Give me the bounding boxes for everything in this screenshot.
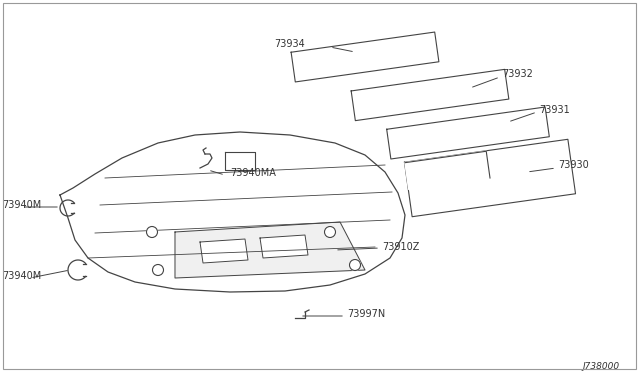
Polygon shape	[200, 239, 248, 263]
Text: 73910Z: 73910Z	[382, 242, 419, 252]
Polygon shape	[351, 69, 509, 121]
Circle shape	[324, 227, 335, 237]
Circle shape	[349, 260, 360, 270]
Text: 73940MA: 73940MA	[230, 168, 276, 178]
Polygon shape	[404, 139, 575, 217]
Text: 73934: 73934	[275, 39, 305, 49]
Polygon shape	[60, 132, 405, 292]
Polygon shape	[291, 32, 439, 82]
Text: 73997N: 73997N	[347, 309, 385, 319]
Text: 73940M: 73940M	[2, 200, 41, 210]
Text: 73940M: 73940M	[2, 271, 41, 281]
Polygon shape	[405, 151, 490, 189]
Polygon shape	[387, 107, 549, 159]
Text: 73931: 73931	[539, 105, 570, 115]
Text: 73930: 73930	[558, 160, 589, 170]
Polygon shape	[175, 222, 365, 278]
Polygon shape	[225, 152, 255, 170]
Circle shape	[147, 227, 157, 237]
Polygon shape	[260, 235, 308, 258]
Text: J738000: J738000	[583, 362, 620, 371]
Circle shape	[152, 264, 163, 276]
Text: 73932: 73932	[502, 69, 533, 79]
